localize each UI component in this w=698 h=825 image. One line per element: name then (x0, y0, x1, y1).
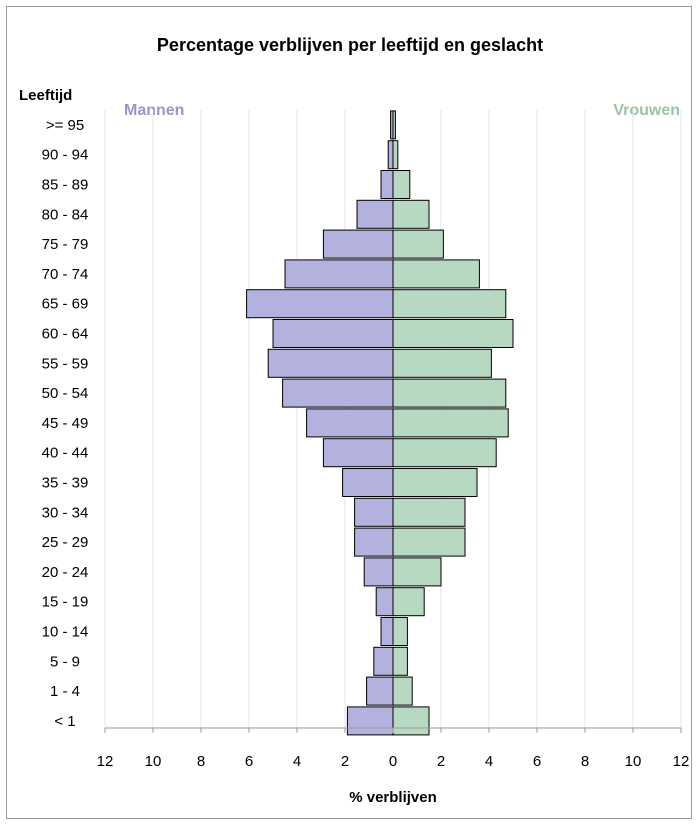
chart-frame: Percentage verblijven per leeftijd en ge… (6, 6, 692, 819)
y-tick-label: 10 - 14 (42, 624, 89, 641)
bar-vrouwen (392, 497, 466, 527)
bar-mannen (375, 587, 394, 617)
bar-vrouwen (392, 557, 442, 587)
x-tick-label: 4 (293, 753, 301, 770)
x-tick-label: 8 (197, 753, 205, 770)
y-tick-label: 90 - 94 (42, 147, 89, 164)
y-tick-label: 75 - 79 (42, 236, 89, 253)
population-pyramid-chart: Percentage verblijven per leeftijd en ge… (19, 35, 690, 806)
y-tick-label: 65 - 69 (42, 296, 89, 313)
chart-title: Percentage verblijven per leeftijd en ge… (157, 35, 543, 55)
bar-mannen (272, 319, 394, 348)
bar-mannen (346, 706, 394, 736)
mannen-label: Mannen (124, 102, 184, 119)
y-axis-title: Leeftijd (19, 87, 72, 104)
bar-vrouwen (392, 170, 411, 199)
bar-vrouwen (392, 438, 497, 468)
y-tick-label: 80 - 84 (42, 206, 89, 223)
bar-mannen (354, 527, 394, 557)
bar-vrouwen (392, 110, 396, 140)
bar-mannen (356, 199, 394, 229)
y-tick-label: 20 - 24 (42, 564, 89, 581)
y-tick-label: 30 - 34 (42, 504, 89, 521)
bar-vrouwen (392, 527, 466, 557)
x-tick-label: 8 (581, 753, 589, 770)
bar-mannen (322, 229, 394, 259)
bar-mannen (322, 438, 394, 468)
bars (246, 110, 514, 736)
bar-vrouwen (392, 617, 408, 646)
bar-mannen (380, 617, 394, 646)
y-tick-label: 5 - 9 (50, 653, 80, 670)
bar-vrouwen (392, 140, 399, 170)
x-tick-label: 2 (341, 753, 349, 770)
bar-mannen (267, 348, 394, 378)
x-axis-title: % verblijven (349, 789, 437, 806)
vrouwen-label: Vrouwen (613, 102, 680, 119)
y-tick-label: 25 - 29 (42, 534, 89, 551)
bar-mannen (246, 289, 394, 319)
x-tick-labels: 12 10 8 6 4 2 0 2 4 6 8 10 12 (97, 753, 690, 770)
y-tick-label: < 1 (54, 713, 75, 730)
y-tick-label: >= 95 (46, 117, 84, 134)
y-tick-labels: >= 95 90 - 94 85 - 89 80 - 84 75 - 79 70 - 74… (42, 117, 89, 730)
x-tick-label: 10 (145, 753, 162, 770)
y-tick-label: 85 - 89 (42, 177, 89, 194)
bar-mannen (284, 259, 394, 289)
bar-vrouwen (392, 319, 514, 348)
bar-mannen (366, 676, 394, 706)
bar-mannen (373, 646, 394, 676)
bar-mannen (354, 497, 394, 527)
bar-vrouwen (392, 348, 492, 378)
x-tick-label: 4 (485, 753, 493, 770)
y-tick-label: 35 - 39 (42, 475, 89, 492)
bar-mannen (363, 557, 394, 587)
bar-mannen (387, 140, 394, 170)
bar-vrouwen (392, 646, 408, 676)
bar-vrouwen (392, 408, 509, 438)
y-tick-label: 45 - 49 (42, 415, 89, 432)
y-tick-label: 1 - 4 (50, 683, 80, 700)
bar-vrouwen (392, 587, 425, 617)
x-tick-label: 10 (625, 753, 642, 770)
x-tick-label: 12 (673, 753, 690, 770)
y-tick-label: 15 - 19 (42, 594, 89, 611)
bar-vrouwen (392, 706, 430, 736)
bar-mannen (342, 468, 394, 497)
x-tick-label: 12 (97, 753, 114, 770)
y-tick-label: 50 - 54 (42, 385, 89, 402)
y-tick-label: 60 - 64 (42, 326, 89, 343)
x-axis (104, 727, 682, 733)
bar-vrouwen (392, 259, 480, 289)
bar-mannen (306, 408, 394, 438)
bar-vrouwen (392, 378, 507, 408)
y-tick-label: 55 - 59 (42, 355, 89, 372)
bar-vrouwen (392, 199, 430, 229)
x-tick-label: 6 (533, 753, 541, 770)
y-tick-label: 40 - 44 (42, 445, 89, 462)
x-tick-label: 6 (245, 753, 253, 770)
bar-vrouwen (392, 229, 444, 259)
bar-vrouwen (392, 289, 507, 319)
bar-mannen (282, 378, 394, 408)
bar-mannen (380, 170, 394, 199)
bar-vrouwen (392, 468, 478, 497)
y-tick-label: 70 - 74 (42, 266, 89, 283)
x-tick-label: 2 (437, 753, 445, 770)
x-tick-label: 0 (389, 753, 397, 770)
bar-vrouwen (392, 676, 413, 706)
